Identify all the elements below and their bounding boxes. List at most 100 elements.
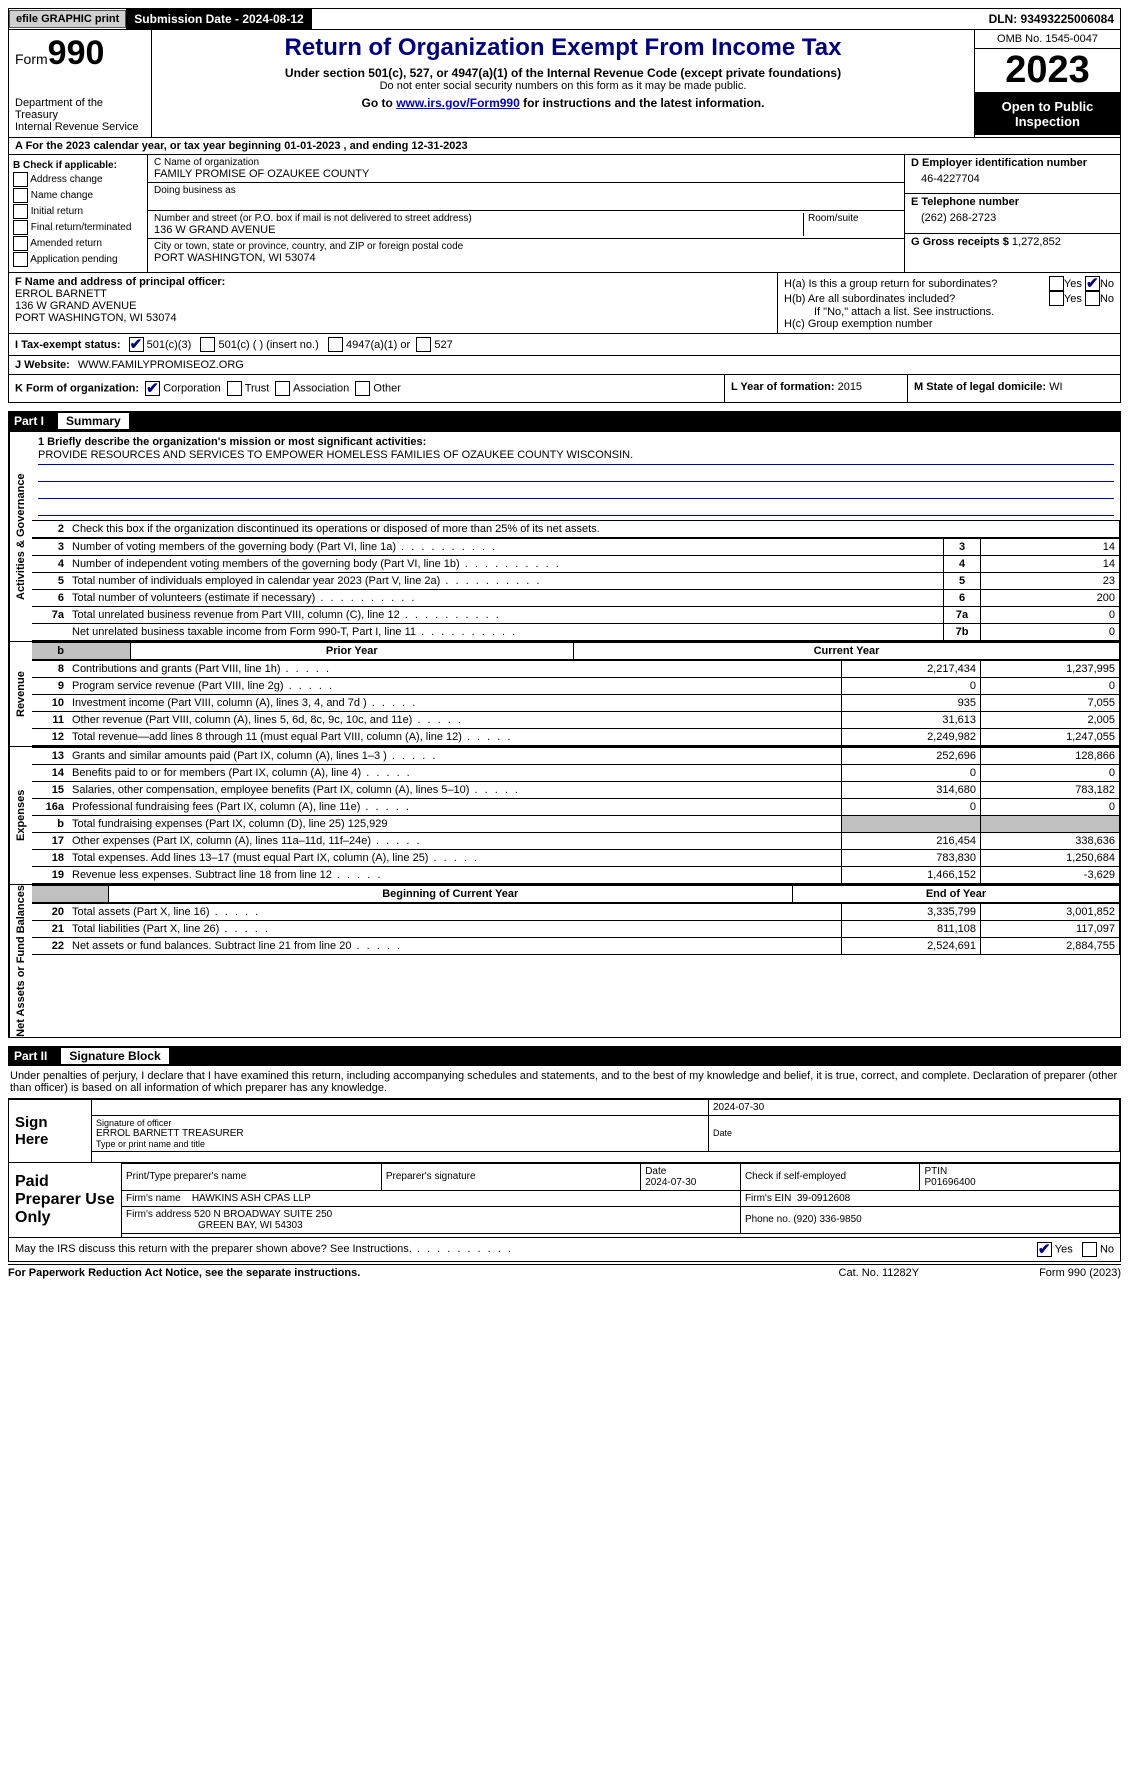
- dept-irs: Internal Revenue Service: [15, 121, 145, 133]
- boxes-fh: F Name and address of principal officer:…: [8, 273, 1121, 334]
- line-a-tax-year: A For the 2023 calendar year, or tax yea…: [8, 138, 1121, 155]
- table-row: 3Number of voting members of the governi…: [32, 539, 1120, 556]
- chk-corp[interactable]: [145, 381, 160, 396]
- open-inspection: Open to Public Inspection: [975, 93, 1120, 135]
- table-row: 8Contributions and grants (Part VIII, li…: [32, 661, 1120, 678]
- officer-name: ERROL BARNETT: [15, 288, 771, 300]
- penalty-statement: Under penalties of perjury, I declare th…: [8, 1066, 1121, 1098]
- table-row: 18Total expenses. Add lines 13–17 (must …: [32, 850, 1120, 867]
- chk-4947[interactable]: [328, 337, 343, 352]
- form-title: Return of Organization Exempt From Incom…: [160, 34, 966, 62]
- chk-discuss-yes[interactable]: [1037, 1242, 1052, 1257]
- org-city: PORT WASHINGTON, WI 53074: [154, 252, 898, 264]
- vtab-expenses: Expenses: [9, 747, 32, 884]
- chk-amended-return[interactable]: [13, 236, 28, 251]
- summary-revenue: Revenue bPrior YearCurrent Year 8Contrib…: [8, 642, 1121, 747]
- chk-hb-yes[interactable]: [1049, 291, 1064, 306]
- submission-date: Submission Date - 2024-08-12: [126, 9, 311, 29]
- chk-hb-no[interactable]: [1085, 291, 1100, 306]
- paid-preparer-label: Paid Preparer Use Only: [9, 1163, 122, 1237]
- firm-phone: (920) 336-9850: [793, 1214, 861, 1225]
- form-header: Form990 Department of the Treasury Inter…: [8, 30, 1121, 138]
- box-k: K Form of organization: Corporation Trus…: [9, 375, 725, 402]
- summary-expenses: Expenses 13Grants and similar amounts pa…: [8, 747, 1121, 885]
- chk-application-pending[interactable]: [13, 252, 28, 267]
- box-b: B Check if applicable: Address change Na…: [9, 155, 148, 272]
- vtab-governance: Activities & Governance: [9, 432, 32, 641]
- efile-print-button[interactable]: efile GRAPHIC print: [9, 10, 126, 28]
- table-row: 16aProfessional fundraising fees (Part I…: [32, 799, 1120, 816]
- ein: 46-4227704: [911, 169, 1114, 185]
- table-row: 21Total liabilities (Part X, line 26)811…: [32, 921, 1120, 938]
- page-footer: For Paperwork Reduction Act Notice, see …: [8, 1264, 1121, 1279]
- form-subtitle-3: Go to www.irs.gov/Form990 for instructio…: [160, 96, 966, 110]
- part-ii-header: Part II Signature Block: [8, 1046, 1121, 1066]
- chk-ha-yes[interactable]: [1049, 276, 1064, 291]
- chk-address-change[interactable]: [13, 172, 28, 187]
- chk-discuss-no[interactable]: [1082, 1242, 1097, 1257]
- box-c: C Name of organization FAMILY PROMISE OF…: [148, 155, 905, 272]
- summary-net-assets: Net Assets or Fund Balances Beginning of…: [8, 885, 1121, 1038]
- top-bar: efile GRAPHIC print Submission Date - 20…: [8, 8, 1121, 30]
- boxes-klm: K Form of organization: Corporation Trus…: [8, 375, 1121, 403]
- sign-here-label: Sign Here: [9, 1100, 92, 1162]
- irs-link[interactable]: www.irs.gov/Form990: [396, 96, 520, 110]
- chk-ha-no[interactable]: [1085, 276, 1100, 291]
- table-row: 7aTotal unrelated business revenue from …: [32, 607, 1120, 624]
- box-m: M State of legal domicile: WI: [908, 375, 1120, 402]
- phone: (262) 268-2723: [911, 208, 1114, 224]
- box-h: H(a) Is this a group return for subordin…: [778, 273, 1120, 333]
- table-row: 12Total revenue—add lines 8 through 11 (…: [32, 729, 1120, 746]
- box-j: J Website: WWW.FAMILYPROMISEOZ.ORG: [8, 356, 1121, 375]
- vtab-net-assets: Net Assets or Fund Balances: [9, 885, 32, 1037]
- chk-other[interactable]: [355, 381, 370, 396]
- chk-name-change[interactable]: [13, 188, 28, 203]
- table-row: 20Total assets (Part X, line 16)3,335,79…: [32, 904, 1120, 921]
- mission-text: PROVIDE RESOURCES AND SERVICES TO EMPOWE…: [38, 448, 1114, 465]
- firm-ein: 39-0912608: [797, 1193, 850, 1204]
- officer-street: 136 W GRAND AVENUE: [15, 300, 771, 312]
- chk-501c3[interactable]: [129, 337, 144, 352]
- sign-date: 2024-07-30: [709, 1100, 1120, 1116]
- table-row: Net unrelated business taxable income fr…: [32, 624, 1120, 641]
- table-row: 6Total number of volunteers (estimate if…: [32, 590, 1120, 607]
- table-row: 17Other expenses (Part IX, column (A), l…: [32, 833, 1120, 850]
- sign-here-block: Sign Here 2024-07-30 Signature of office…: [8, 1098, 1121, 1163]
- chk-initial-return[interactable]: [13, 204, 28, 219]
- box-l: L Year of formation: 2015: [725, 375, 908, 402]
- officer-signature-name: ERROL BARNETT TREASURER: [96, 1128, 704, 1139]
- vtab-revenue: Revenue: [9, 642, 32, 746]
- firm-addr2: GREEN BAY, WI 54303: [126, 1220, 736, 1231]
- org-dba: [154, 196, 898, 208]
- prep-date: 2024-07-30: [645, 1177, 696, 1188]
- chk-final-return[interactable]: [13, 220, 28, 235]
- dln-label: DLN: 93493225006084: [989, 12, 1120, 26]
- tax-year: 2023: [975, 49, 1120, 93]
- table-row: 13Grants and similar amounts paid (Part …: [32, 748, 1120, 765]
- discuss-row: May the IRS discuss this return with the…: [8, 1238, 1121, 1262]
- table-row: 22Net assets or fund balances. Subtract …: [32, 938, 1120, 955]
- table-row: 15Salaries, other compensation, employee…: [32, 782, 1120, 799]
- summary-governance: Activities & Governance 1 Briefly descri…: [8, 431, 1121, 642]
- chk-527[interactable]: [416, 337, 431, 352]
- org-name: FAMILY PROMISE OF OZAUKEE COUNTY: [154, 168, 898, 180]
- org-street: 136 W GRAND AVENUE: [154, 224, 803, 236]
- chk-501c[interactable]: [200, 337, 215, 352]
- firm-name: HAWKINS ASH CPAS LLP: [192, 1193, 311, 1204]
- table-row: 4Number of independent voting members of…: [32, 556, 1120, 573]
- chk-assoc[interactable]: [275, 381, 290, 396]
- table-row: 5Total number of individuals employed in…: [32, 573, 1120, 590]
- gross-receipts: 1,272,852: [1012, 236, 1061, 248]
- form-number: Form990: [15, 34, 145, 73]
- boxes-deg: D Employer identification number 46-4227…: [905, 155, 1120, 272]
- table-row: 9Program service revenue (Part VIII, lin…: [32, 678, 1120, 695]
- omb-number: OMB No. 1545-0047: [975, 30, 1120, 49]
- box-i: I Tax-exempt status: 501(c)(3) 501(c) ( …: [8, 334, 1121, 356]
- boxes-bcdeg: B Check if applicable: Address change Na…: [8, 155, 1121, 273]
- form-subtitle-1: Under section 501(c), 527, or 4947(a)(1)…: [160, 66, 966, 80]
- ptin: P01696400: [924, 1177, 975, 1188]
- dept-treasury: Department of the Treasury: [15, 97, 145, 121]
- chk-trust[interactable]: [227, 381, 242, 396]
- firm-addr1: 520 N BROADWAY SUITE 250: [194, 1209, 332, 1220]
- website: WWW.FAMILYPROMISEOZ.ORG: [78, 359, 244, 371]
